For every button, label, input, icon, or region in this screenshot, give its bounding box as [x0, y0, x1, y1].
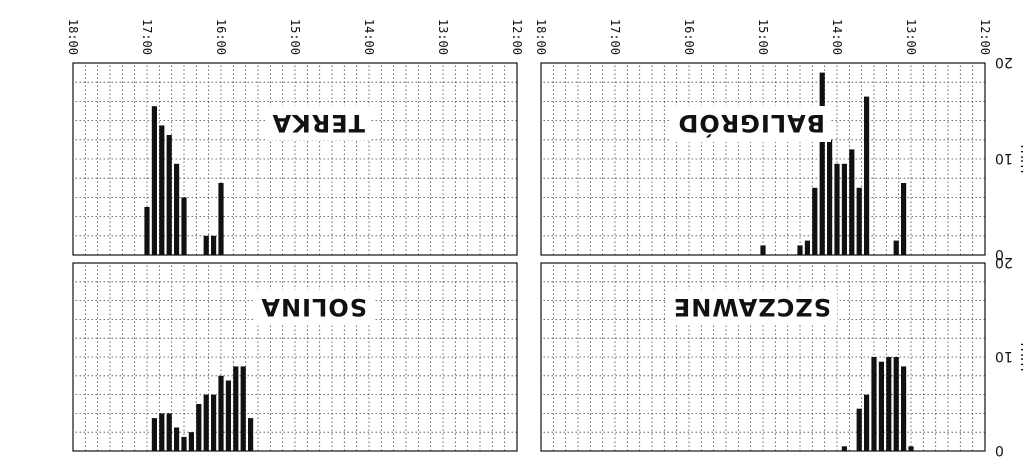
bar-baligrod-1 [893, 240, 899, 255]
bar-terka-3 [181, 197, 187, 255]
label-background [671, 106, 831, 142]
y-tick-label: 10 [995, 150, 1013, 166]
y-tick-label: 20 [995, 54, 1013, 70]
bar-baligrod-2 [864, 96, 870, 255]
bar-baligrod-0 [901, 183, 907, 255]
bar-szczawne-9 [841, 446, 847, 451]
y-tick-label: 0 [995, 246, 1004, 262]
bar-solina-7 [196, 404, 202, 451]
x-tick-label: 18:00 [66, 19, 80, 55]
bar-baligrod-8 [819, 72, 825, 255]
bar-solina-11 [166, 413, 172, 451]
x-tick-label: 17:00 [140, 19, 154, 55]
station-label-szczawne: SZCZAWNE [666, 290, 837, 324]
bar-baligrod-7 [827, 139, 833, 255]
bar-solina-2 [233, 366, 239, 451]
panel-baligrod: BALIGRÓD 0 10 20 mm 12:00 13:00 14:00 15:00 16:00… [534, 19, 1023, 262]
y-axis-label: mm [1017, 342, 1023, 371]
bar-solina-12 [159, 413, 165, 451]
bar-szczawne-1 [901, 366, 907, 451]
plot-frame [72, 262, 518, 452]
bar-solina-8 [188, 432, 194, 451]
x-tick-label: 14:00 [830, 19, 844, 55]
station-label-baligrod: BALIGRÓD [671, 106, 831, 142]
bar-terka-5 [166, 135, 172, 255]
bar-terka-4 [174, 163, 180, 255]
x-tick-label: 13:00 [436, 19, 450, 55]
bar-solina-10 [174, 427, 180, 451]
x-tick-label: 12:00 [978, 19, 992, 55]
x-tick-label: 17:00 [608, 19, 622, 55]
x-tick-label: 15:00 [756, 19, 770, 55]
bar-terka-0 [218, 183, 224, 255]
x-tick-label: 13:00 [904, 19, 918, 55]
plot-frame [72, 62, 518, 256]
plot-frame [540, 262, 986, 452]
bar-solina-9 [181, 436, 187, 451]
plot-frame [540, 62, 986, 256]
bar-solina-0 [248, 418, 254, 451]
station-name: BALIGRÓD [677, 109, 825, 139]
y-tick-label: 20 [995, 254, 1013, 270]
bar-solina-4 [218, 375, 224, 451]
y-axis-label: mm [1017, 144, 1023, 173]
x-tick-label: 16:00 [682, 19, 696, 55]
bar-baligrod-10 [804, 240, 810, 255]
bar-baligrod-6 [834, 163, 840, 255]
bar-szczawne-6 [864, 394, 870, 451]
bar-solina-13 [151, 418, 157, 451]
bar-terka-7 [151, 106, 157, 255]
bar-terka-6 [159, 125, 165, 255]
bar-baligrod-11 [797, 245, 803, 255]
station-label-solina: SOLINA [254, 290, 373, 324]
station-name: SZCZAWNE [673, 293, 831, 321]
bar-szczawne-0 [908, 446, 914, 451]
station-name: TERKA [272, 109, 365, 137]
bar-szczawne-7 [856, 408, 862, 451]
x-tick-label: 15:00 [288, 19, 302, 55]
bar-szczawne-4 [878, 361, 884, 451]
bar-terka-1 [211, 235, 217, 255]
bar-solina-5 [211, 394, 217, 451]
label-background [254, 290, 373, 324]
bar-terka-8 [144, 207, 150, 255]
x-tick-label: 14:00 [362, 19, 376, 55]
bar-szczawne-2 [893, 357, 899, 451]
bar-szczawne-5 [871, 357, 877, 451]
bar-baligrod-5 [841, 163, 847, 255]
bar-solina-3 [225, 380, 231, 451]
panel-solina: SOLINA [72, 262, 518, 452]
y-tick-label: 0 [995, 442, 1004, 458]
station-label-terka: TERKA [265, 106, 371, 140]
bar-baligrod-15 [760, 245, 766, 255]
bar-baligrod-4 [849, 149, 855, 255]
y-tick-label: 10 [995, 348, 1013, 364]
bar-terka-2 [203, 235, 209, 255]
bar-baligrod-3 [856, 187, 862, 255]
label-background [265, 106, 371, 140]
panel-szczawne: SZCZAWNE 0 10 20 mm [540, 254, 1023, 458]
x-tick-label: 16:00 [214, 19, 228, 55]
panel-terka: TERKA 12:00 13:00 14:00 15:00 16:00 17:00 18:00 [66, 19, 524, 256]
x-tick-label: 12:00 [510, 19, 524, 55]
bar-solina-6 [203, 394, 209, 451]
station-name: SOLINA [260, 293, 367, 321]
bar-solina-1 [240, 366, 246, 451]
bar-baligrod-9 [812, 187, 818, 255]
x-tick-label: 18:00 [534, 19, 548, 55]
bar-szczawne-3 [886, 357, 892, 451]
label-background [666, 290, 837, 324]
